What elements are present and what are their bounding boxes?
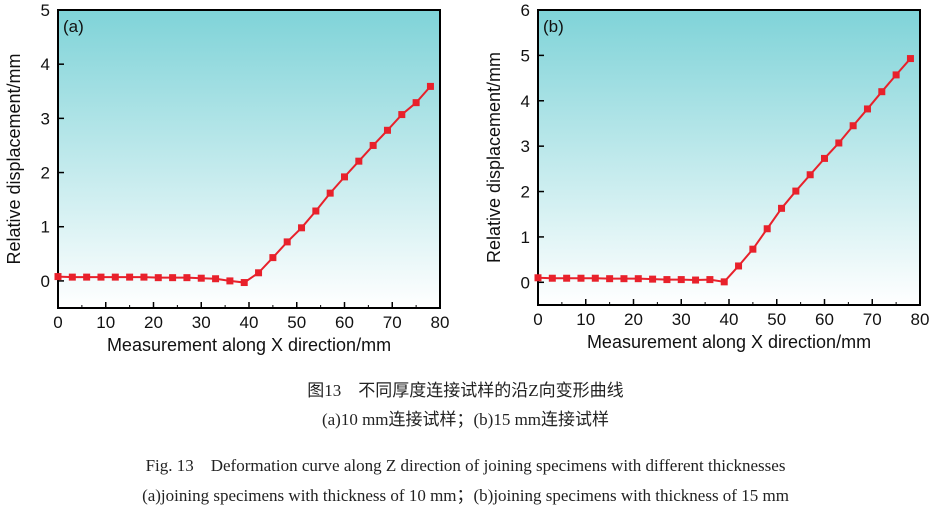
x-tick-label: 10 [96,313,115,332]
data-point [312,207,320,215]
data-point [269,254,277,262]
data-point [792,187,800,195]
data-point [383,126,391,134]
data-point [763,225,771,233]
data-point [849,122,857,130]
data-point [692,276,700,284]
x-tick-label: 40 [240,313,259,332]
data-point [426,82,434,90]
y-tick-label: 3 [41,109,50,128]
plot-frame [57,9,441,309]
panel-label: (a) [63,17,84,36]
y-tick-label: 5 [41,1,50,20]
data-point [226,277,234,285]
y-tick-label: 3 [521,137,530,156]
data-point [197,274,205,282]
x-tick-label: 0 [53,313,62,332]
y-axis-label: Relative displacement/mm [4,53,24,264]
data-point [649,275,657,283]
x-tick-label: 20 [624,310,643,329]
data-point [863,105,871,113]
data-point [577,274,585,282]
data-point [735,262,743,270]
x-axis-label: Measurement along X direction/mm [107,335,391,355]
data-point [111,273,119,281]
data-point [54,273,62,281]
data-point [534,274,542,282]
data-point [169,274,177,282]
x-tick-label: 70 [863,310,882,329]
y-tick-label: 1 [41,218,50,237]
caption-en-sub: (a)joining specimens with thickness of 1… [142,486,789,505]
data-point [412,99,420,107]
data-point [563,274,571,282]
y-tick-label: 1 [521,228,530,247]
x-tick-label: 60 [815,310,834,329]
x-tick-label: 50 [767,310,786,329]
data-point [97,273,105,281]
y-tick-label: 2 [41,164,50,183]
x-tick-label: 80 [431,313,450,332]
y-tick-label: 6 [521,1,530,20]
x-tick-label: 30 [672,310,691,329]
data-point [83,273,91,281]
x-tick-label: 0 [533,310,542,329]
data-point [298,224,306,232]
x-axis-label: Measurement along X direction/mm [587,332,871,352]
y-tick-label: 0 [41,272,50,291]
data-point [778,204,786,212]
data-point [749,245,757,253]
data-point [355,157,363,165]
data-point [663,276,671,284]
caption-cn-title: 图13 不同厚度连接试样的沿Z向变形曲线 [307,381,624,400]
data-point [720,278,728,286]
plot-frame [537,9,921,306]
data-point [906,55,914,63]
x-tick-label: 40 [720,310,739,329]
data-point [806,171,814,179]
data-point [140,273,148,281]
y-tick-label: 0 [521,273,530,292]
x-tick-label: 10 [576,310,595,329]
y-axis-label: Relative displacement/mm [484,52,504,263]
x-tick-label: 30 [192,313,211,332]
y-tick-label: 4 [41,55,50,74]
data-point [548,274,556,282]
data-point [255,269,263,277]
data-point [591,274,599,282]
data-point [677,276,685,284]
caption-en-title: Fig. 13 Deformation curve along Z direct… [145,456,786,475]
data-point [835,139,843,147]
data-point [126,273,134,281]
data-point [706,276,714,284]
x-tick-label: 50 [287,313,306,332]
data-point [878,88,886,96]
x-tick-label: 60 [335,313,354,332]
data-point [240,279,248,287]
panel-label: (b) [543,17,564,36]
data-point [68,273,76,281]
y-tick-label: 2 [521,183,530,202]
y-tick-label: 5 [521,46,530,65]
data-point [154,274,162,282]
caption-cn-sub: (a)10 mm连接试样；(b)15 mm连接试样 [321,410,610,429]
data-point [606,275,614,283]
data-point [283,238,291,246]
data-point [369,141,377,149]
data-point [326,189,334,197]
data-point [212,275,220,283]
data-point [620,275,628,283]
data-point [341,173,348,181]
data-point [892,71,900,79]
data-point [821,154,828,162]
data-point [634,275,642,283]
x-tick-label: 80 [911,310,930,329]
data-point [183,274,191,282]
x-tick-label: 20 [144,313,163,332]
plot-background [538,10,920,305]
x-tick-label: 70 [383,313,402,332]
y-tick-label: 4 [521,92,530,111]
plot-background [58,10,440,308]
data-point [398,111,406,119]
